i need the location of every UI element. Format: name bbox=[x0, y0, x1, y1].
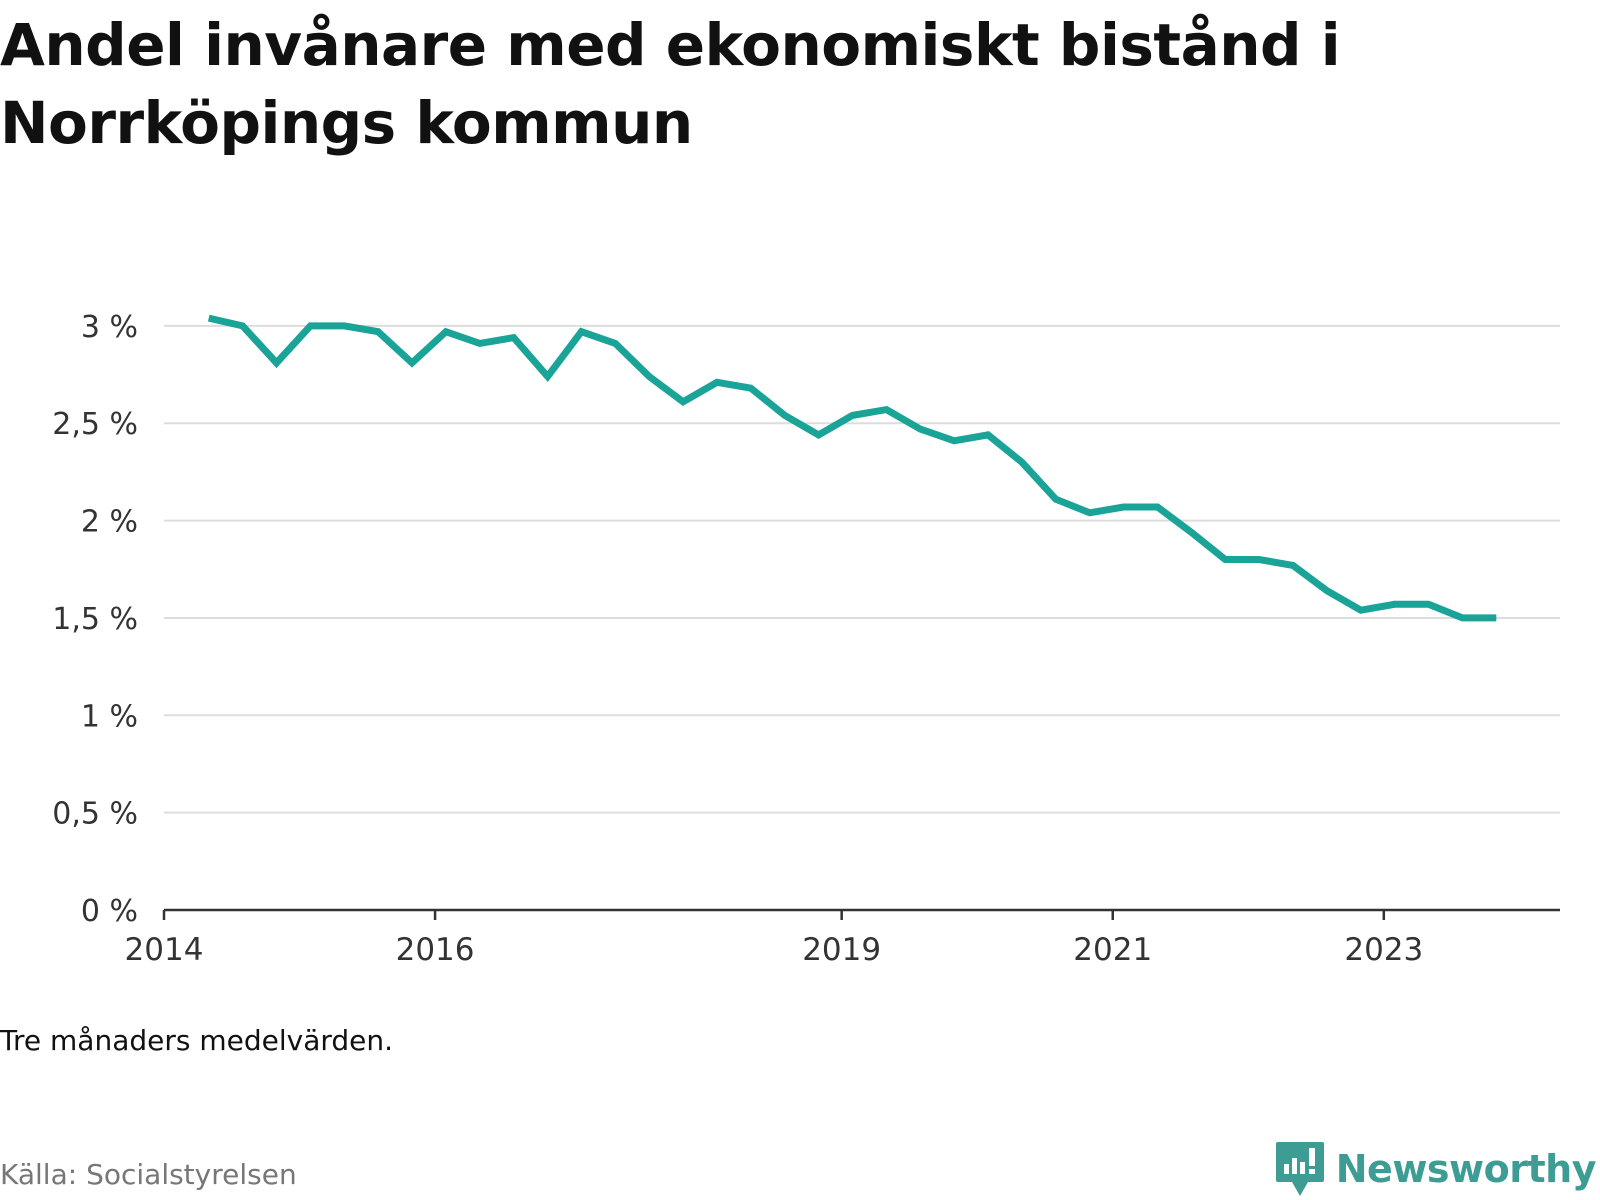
source-credit: Källa: Socialstyrelsen bbox=[0, 1158, 297, 1191]
y-tick-label: 1,5 % bbox=[52, 602, 138, 637]
y-axis-labels: 0 % 0,5 % 1 % 1,5 % 2 % 2,5 % 3 % bbox=[52, 310, 138, 929]
line-chart: 0 % 0,5 % 1 % 1,5 % 2 % 2,5 % 3 % 2014 2016 2019… bbox=[52, 310, 1560, 968]
chart-note: Tre månaders medelvärden. bbox=[0, 1024, 394, 1057]
x-tick-label: 2019 bbox=[802, 932, 881, 968]
brand-name: Newsworthy bbox=[1335, 1147, 1597, 1191]
chart-title: Andel invånare med ekonomiskt bistånd i … bbox=[0, 11, 1341, 157]
y-tick-label: 2,5 % bbox=[52, 407, 138, 442]
x-tick-label: 2016 bbox=[396, 932, 475, 968]
gridlines bbox=[164, 324, 1560, 814]
y-tick-label: 0,5 % bbox=[52, 797, 138, 832]
x-tick-label: 2023 bbox=[1344, 932, 1423, 968]
x-tick-label: 2014 bbox=[125, 932, 204, 968]
x-tick-label: 2021 bbox=[1073, 932, 1152, 968]
y-tick-label: 2 % bbox=[81, 505, 138, 540]
newsworthy-logo-icon bbox=[1275, 1142, 1324, 1196]
x-axis: 2014 2016 2019 2021 2023 bbox=[125, 908, 1560, 968]
series-line bbox=[207, 314, 1497, 622]
brand-logo: Newsworthy bbox=[1274, 1140, 1597, 1198]
series-layer bbox=[207, 314, 1497, 622]
y-tick-label: 0 % bbox=[81, 894, 138, 929]
y-tick-label: 1 % bbox=[81, 699, 138, 734]
y-tick-label: 3 % bbox=[81, 310, 138, 345]
